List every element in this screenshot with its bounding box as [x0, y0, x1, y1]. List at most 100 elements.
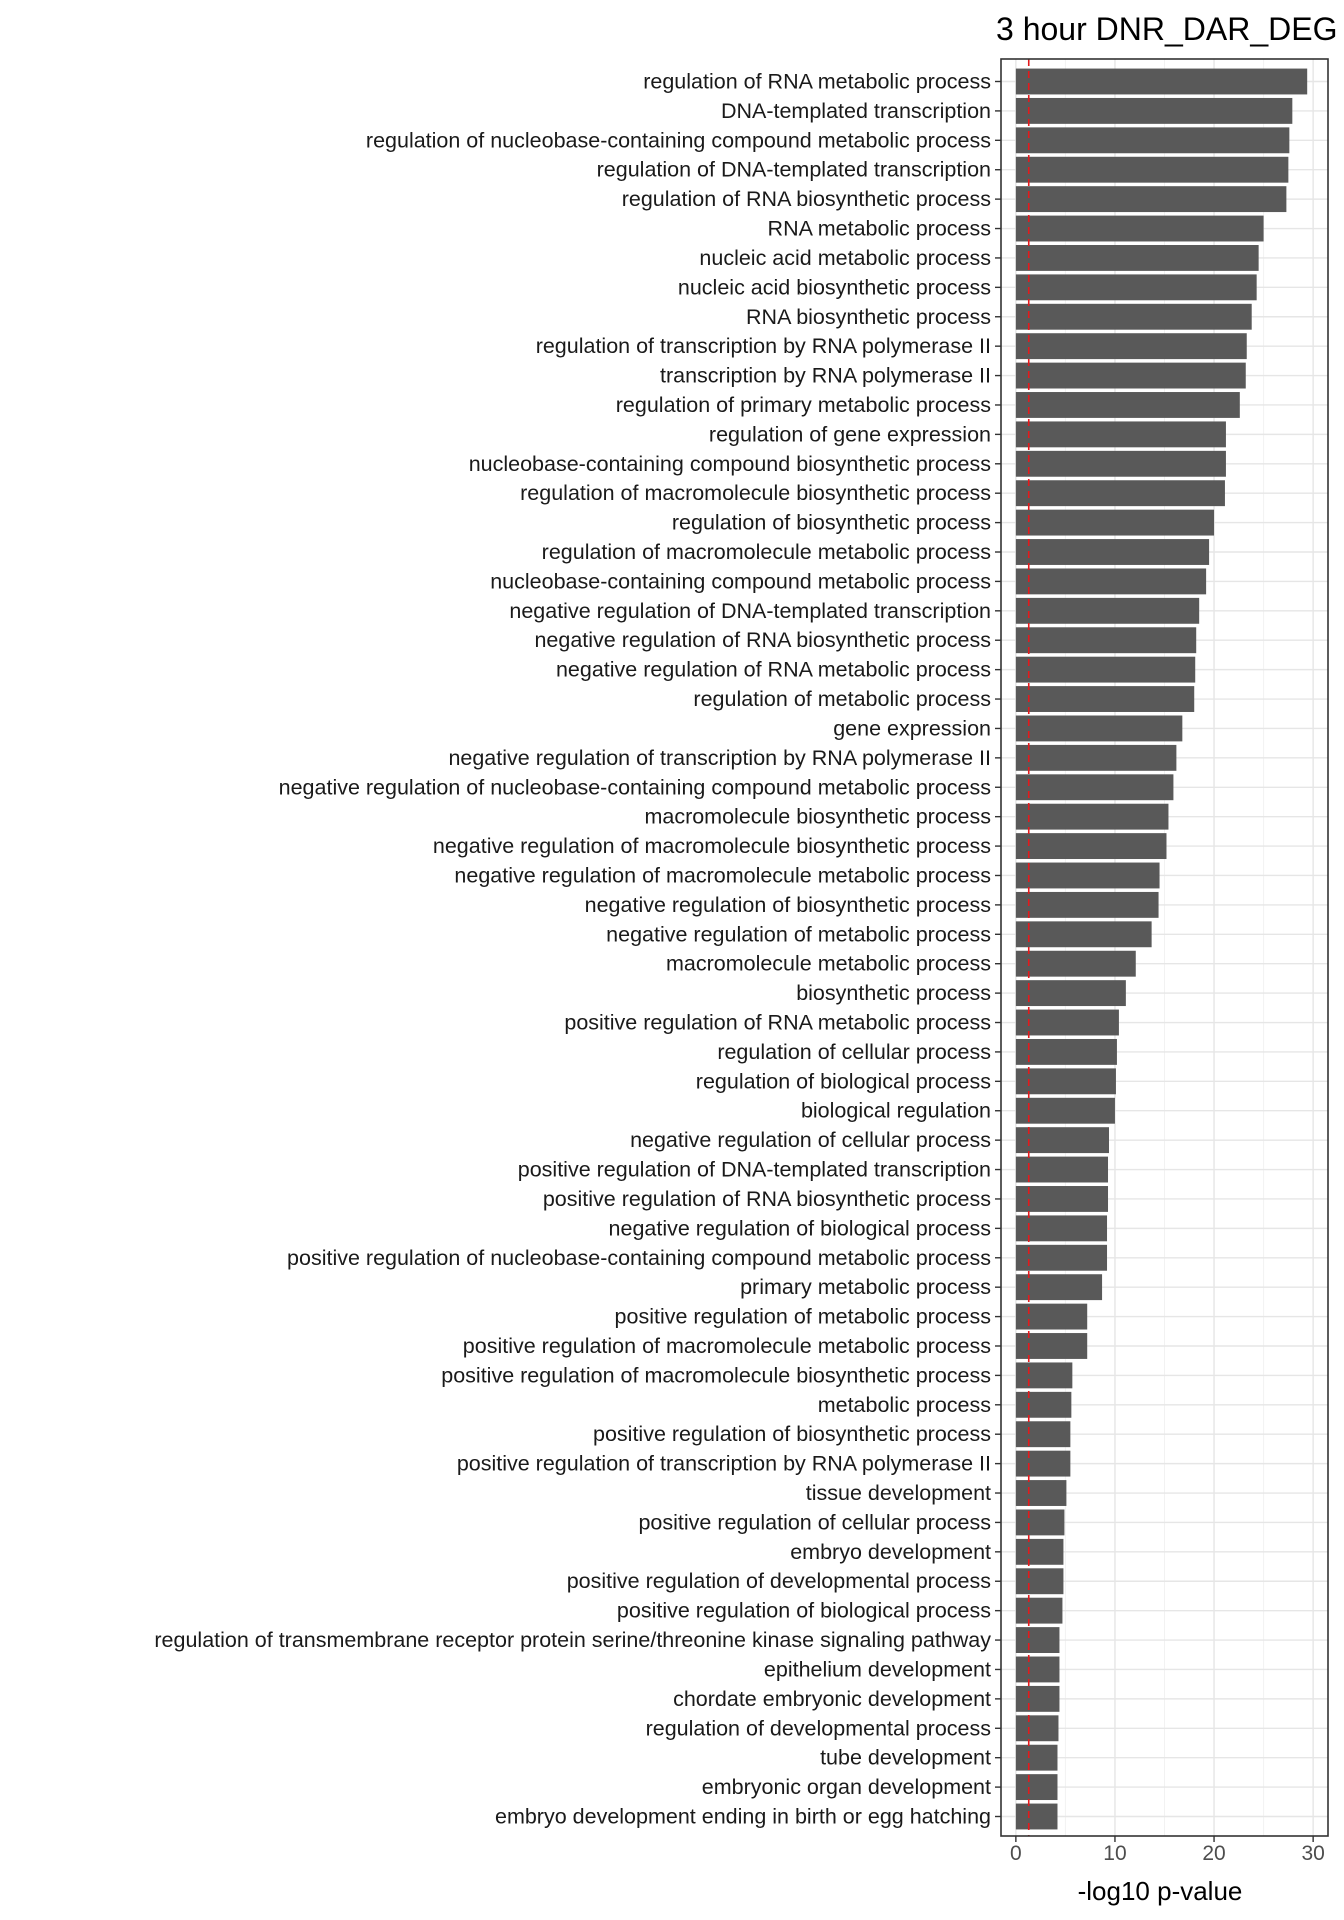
category-label: regulation of metabolic process	[693, 687, 991, 711]
category-label: nucleic acid metabolic process	[699, 246, 991, 270]
bar	[1015, 1127, 1110, 1154]
bar	[1015, 1480, 1067, 1506]
bar	[1015, 1421, 1071, 1448]
bar	[1015, 362, 1246, 389]
category-label: negative regulation of nucleobase-contai…	[279, 775, 991, 799]
category-label: metabolic process	[818, 1393, 991, 1417]
category-label: tissue development	[806, 1481, 991, 1505]
category-label: positive regulation of transcription by …	[457, 1452, 991, 1476]
bar	[1015, 627, 1197, 654]
bar	[1015, 1744, 1058, 1771]
category-label: regulation of biosynthetic process	[672, 511, 991, 535]
category-label: macromolecule metabolic process	[666, 952, 991, 976]
category-label: negative regulation of macromolecule met…	[454, 863, 991, 887]
category-label: regulation of RNA biosynthetic process	[622, 187, 991, 211]
bar	[1015, 1097, 1115, 1124]
category-label: gene expression	[833, 716, 991, 740]
category-label: negative regulation of biological proces…	[609, 1216, 991, 1240]
category-label: macromolecule biosynthetic process	[644, 805, 991, 829]
bar	[1015, 921, 1152, 948]
bar	[1015, 950, 1136, 977]
chart-title: 3 hour DNR_DAR_DEG	[996, 11, 1337, 47]
bar	[1015, 68, 1308, 95]
category-label: regulation of RNA metabolic process	[643, 70, 991, 94]
category-label: biosynthetic process	[796, 981, 991, 1005]
category-label: RNA biosynthetic process	[746, 305, 991, 329]
bar	[1015, 1068, 1116, 1095]
category-label: regulation of nucleobase-containing comp…	[366, 128, 991, 152]
category-label: positive regulation of macromolecule met…	[463, 1334, 991, 1358]
category-label: nucleobase-containing compound metabolic…	[490, 569, 991, 593]
category-label: epithelium development	[764, 1657, 991, 1681]
bar	[1015, 1186, 1109, 1212]
category-label: DNA-templated transcription	[721, 99, 991, 123]
bar	[1015, 980, 1126, 1007]
bar	[1015, 568, 1207, 595]
category-label: biological regulation	[801, 1099, 991, 1123]
bars	[1015, 68, 1308, 1830]
category-label: negative regulation of biosynthetic proc…	[585, 893, 991, 917]
category-label: regulation of DNA-templated transcriptio…	[597, 158, 991, 182]
bar	[1015, 862, 1160, 889]
category-label: embryo development	[790, 1540, 991, 1564]
bar	[1015, 1509, 1065, 1536]
category-label: regulation of primary metabolic process	[616, 393, 991, 417]
category-label: positive regulation of biological proces…	[617, 1599, 991, 1623]
bar	[1015, 715, 1183, 742]
category-label: positive regulation of biosynthetic proc…	[593, 1422, 991, 1446]
bar	[1015, 833, 1167, 860]
bar	[1015, 1597, 1063, 1624]
bar	[1015, 1362, 1073, 1389]
bar	[1015, 156, 1289, 183]
bar	[1015, 1656, 1060, 1683]
bar	[1015, 392, 1240, 418]
bar	[1015, 1009, 1119, 1036]
bar	[1015, 744, 1177, 771]
category-label: RNA metabolic process	[768, 217, 991, 241]
bar	[1015, 1215, 1108, 1242]
category-label: regulation of macromolecule metabolic pr…	[542, 540, 991, 564]
category-label: negative regulation of RNA biosynthetic …	[534, 628, 991, 652]
bar	[1015, 245, 1259, 271]
category-label: regulation of biological process	[696, 1069, 991, 1093]
plot-border	[1000, 58, 1329, 1837]
category-label: negative regulation of transcription by …	[448, 746, 991, 770]
bar	[1015, 450, 1226, 477]
category-label: positive regulation of metabolic process	[615, 1305, 991, 1329]
bar	[1015, 274, 1257, 301]
bar	[1015, 1685, 1060, 1712]
category-label: chordate embryonic development	[673, 1687, 991, 1711]
x-axis-title: -log10 p-value	[1078, 1876, 1243, 1906]
bar	[1015, 1627, 1060, 1653]
bar	[1015, 303, 1252, 330]
bar	[1015, 1244, 1108, 1271]
category-label: regulation of transcription by RNA polym…	[536, 334, 991, 358]
bar	[1015, 1568, 1064, 1595]
bar	[1015, 333, 1247, 360]
bar	[1015, 1333, 1088, 1359]
bar	[1015, 1391, 1072, 1418]
category-label: positive regulation of cellular process	[638, 1510, 991, 1534]
bar	[1015, 1803, 1058, 1830]
category-label: regulation of transmembrane receptor pro…	[154, 1628, 991, 1652]
bar	[1015, 803, 1169, 830]
category-label: nucleobase-containing compound biosynthe…	[469, 452, 991, 476]
category-label: regulation of gene expression	[709, 422, 991, 446]
x-axis-ticks: 0 10 20 30	[1010, 1836, 1325, 1865]
x-tick-label: 20	[1202, 1842, 1225, 1865]
bar	[1015, 597, 1200, 624]
bar	[1015, 480, 1225, 507]
category-label: positive regulation of DNA-templated tra…	[518, 1158, 991, 1182]
bar	[1015, 1156, 1109, 1183]
bar	[1015, 656, 1196, 683]
category-label: negative regulation of macromolecule bio…	[433, 834, 991, 858]
category-label: embryo development ending in birth or eg…	[495, 1805, 991, 1829]
bar	[1015, 186, 1287, 213]
category-label: positive regulation of developmental pro…	[567, 1569, 991, 1593]
category-label: negative regulation of DNA-templated tra…	[509, 599, 991, 623]
bar	[1015, 1303, 1088, 1330]
category-label: negative regulation of RNA metabolic pro…	[556, 658, 991, 682]
category-label: nucleic acid biosynthetic process	[678, 275, 991, 299]
category-label: positive regulation of nucleobase-contai…	[287, 1246, 991, 1270]
